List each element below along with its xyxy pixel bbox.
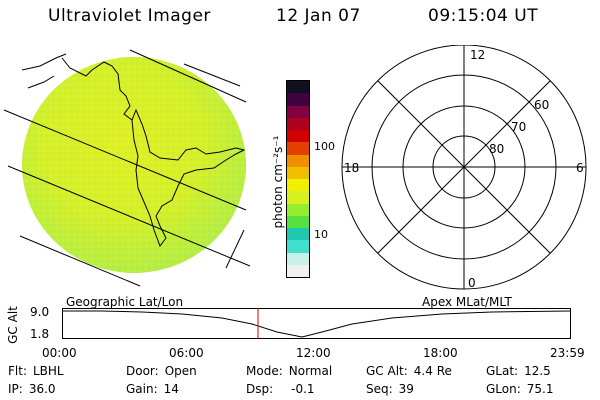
- image-date: 12 Jan 07: [276, 6, 361, 26]
- colorbar-segment: [287, 166, 309, 179]
- colorbar-segment: [287, 105, 309, 118]
- mlt-label-6: 6: [576, 161, 584, 175]
- altitude-curve: [62, 310, 571, 338]
- longitude-line: [225, 229, 245, 269]
- timeline-axis-label: GC Alt: [6, 306, 20, 344]
- meta-glon: GLon: 75.1: [486, 382, 554, 396]
- colorbar-segment: [287, 130, 309, 143]
- colorbar-segment: [287, 81, 309, 94]
- timeline-right-label: Apex MLat/MLT: [422, 295, 512, 309]
- meta-glat: GLat: 12.5: [486, 364, 551, 378]
- timeline-xtick-0000: 00:00: [42, 346, 77, 360]
- colorbar-tick-10: 10: [314, 228, 328, 241]
- meta-gain: Gain: 14: [126, 382, 179, 396]
- longitude-line: [183, 63, 241, 87]
- meta-flt: Flt: LBHL: [8, 364, 64, 378]
- lat-label-70: 70: [511, 120, 526, 134]
- coastline: [61, 57, 246, 248]
- colorbar-segment: [287, 191, 309, 204]
- colorbar-segment: [287, 215, 309, 228]
- meta-ip: IP: 36.0: [8, 382, 56, 396]
- timeline-xtick-2359: 23:59: [550, 346, 585, 360]
- mlt-label-12: 12: [470, 48, 485, 62]
- colorbar-segment: [287, 252, 309, 265]
- colorbar: [286, 80, 310, 278]
- colorbar-segment: [287, 117, 309, 130]
- latitude-line: [3, 109, 247, 211]
- colorbar-segment: [287, 228, 309, 241]
- colorbar-label: photon cm⁻²s⁻¹: [271, 135, 285, 229]
- colorbar-segment: [287, 203, 309, 216]
- lat-label-80: 80: [489, 142, 504, 156]
- colorbar-segment: [287, 179, 309, 192]
- timeline-xtick-0600: 06:00: [169, 346, 204, 360]
- colorbar-segment: [287, 142, 309, 155]
- mlt-label-18: 18: [344, 161, 359, 175]
- meta-mode: Mode: Normal: [246, 364, 333, 378]
- image-time: 09:15:04 UT: [428, 6, 539, 26]
- timeline-xtick-1200: 12:00: [296, 346, 331, 360]
- uv-earth-image: [3, 49, 251, 287]
- latitude-line: [7, 165, 251, 267]
- polar-mlat-mlt-plot: 12 0 18 6 60 70 80: [341, 45, 587, 290]
- colorbar-segment: [287, 93, 309, 106]
- altitude-timeline: [62, 308, 571, 339]
- timeline-xtick-1800: 18:00: [423, 346, 458, 360]
- meta-door: Door: Open: [126, 364, 197, 378]
- meta-seq: Seq: 39: [366, 382, 414, 396]
- timeline-left-label: Geographic Lat/Lon: [66, 295, 184, 309]
- lat-label-60: 60: [534, 98, 549, 112]
- colorbar-segment: [287, 264, 309, 277]
- timeline-ytick-bottom: 1.8: [30, 327, 50, 341]
- meta-gcalt: GC Alt: 4.4 Re: [366, 364, 452, 378]
- timeline-ytick-top: 9.0: [30, 305, 50, 319]
- colorbar-segment: [287, 240, 309, 253]
- latitude-line: [19, 235, 141, 287]
- latitude-line: [129, 49, 247, 103]
- colorbar-tick-100: 100: [314, 140, 335, 153]
- colorbar-segment: [287, 154, 309, 167]
- instrument-title: Ultraviolet Imager: [48, 6, 211, 26]
- mlt-label-0: 0: [468, 276, 476, 290]
- meta-dsp: Dsp: -0.1: [246, 382, 315, 396]
